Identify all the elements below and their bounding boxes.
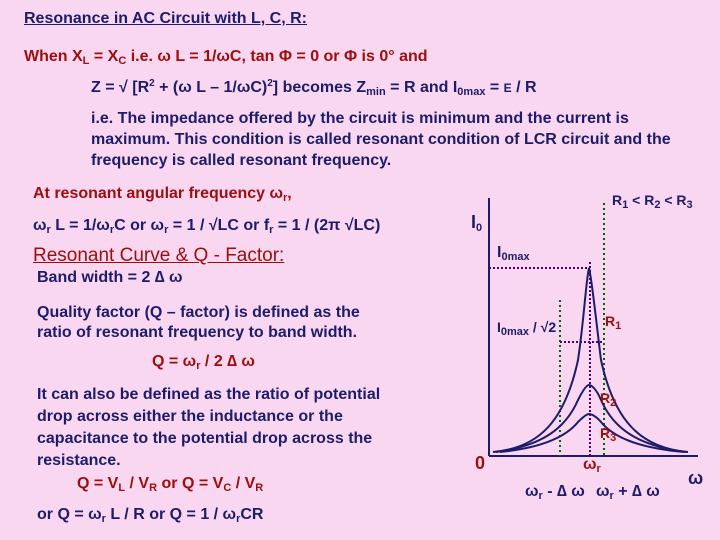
alt-definition-line4: resistance. [37, 452, 121, 469]
q-formula: Q = ωr / 2 ∆ ω [152, 353, 255, 372]
bandwidth-text: Band width = 2 ∆ ω [37, 269, 183, 286]
curve-r3 [499, 412, 685, 453]
alt-definition-line2: drop across either the inductance or the [37, 408, 343, 425]
qfactor-definition-line1: Quality factor (Q – factor) is defined a… [37, 304, 360, 321]
qfactor-definition-line2: ratio of resonant frequency to band widt… [37, 324, 358, 341]
ihalf-label: I0max / √2 [497, 319, 557, 338]
resistance-order-label: R1 < R2 < R3 [612, 192, 693, 211]
origin-label: 0 [475, 453, 486, 473]
omega-r-label: ωr [583, 456, 601, 475]
curve-r1 [492, 267, 689, 453]
resonant-curve-heading: Resonant Curve & Q - Factor: [33, 245, 285, 266]
q-resistance-formula: or Q = ωr L / R or Q = 1 / ωrCR [37, 506, 264, 525]
explanation-paragraph: i.e. The impedance offered by the circui… [91, 110, 671, 169]
resonant-frequency-heading: At resonant angular frequency ωr, [33, 185, 292, 204]
resonance-condition: When XL = XC i.e. ω L = 1/ωC, tan Φ = 0 … [24, 48, 428, 67]
slide-title: Resonance in AC Circuit with L, C, R: [24, 10, 307, 27]
alt-definition-line3: capacitance to the potential drop across… [37, 430, 373, 447]
imax-label: I0max [497, 244, 530, 263]
omega-minus-label: ωr - ∆ ω [525, 483, 585, 502]
impedance-formula: Z = √ [R2 + (ω L – 1/ωC)2] becomes Zmin … [91, 78, 537, 98]
curve-r2 [495, 383, 687, 453]
curve-r1-label: R1 [605, 313, 622, 332]
q-voltage-formula: Q = VL / VR or Q = VC / VR [77, 475, 264, 494]
curve-r3-label: R3 [600, 425, 617, 444]
x-axis-label: ω [688, 468, 704, 488]
omega-plus-label: ωr + ∆ ω [596, 483, 660, 502]
curve-r2-label: R2 [600, 390, 617, 409]
alt-definition-line1: It can also be defined as the ratio of p… [37, 386, 381, 403]
y-axis-label: I0 [471, 212, 483, 234]
resonant-frequency-formula: ωr L = 1/ωrC or ωr = 1 / √LC or fr = 1 /… [33, 217, 381, 236]
